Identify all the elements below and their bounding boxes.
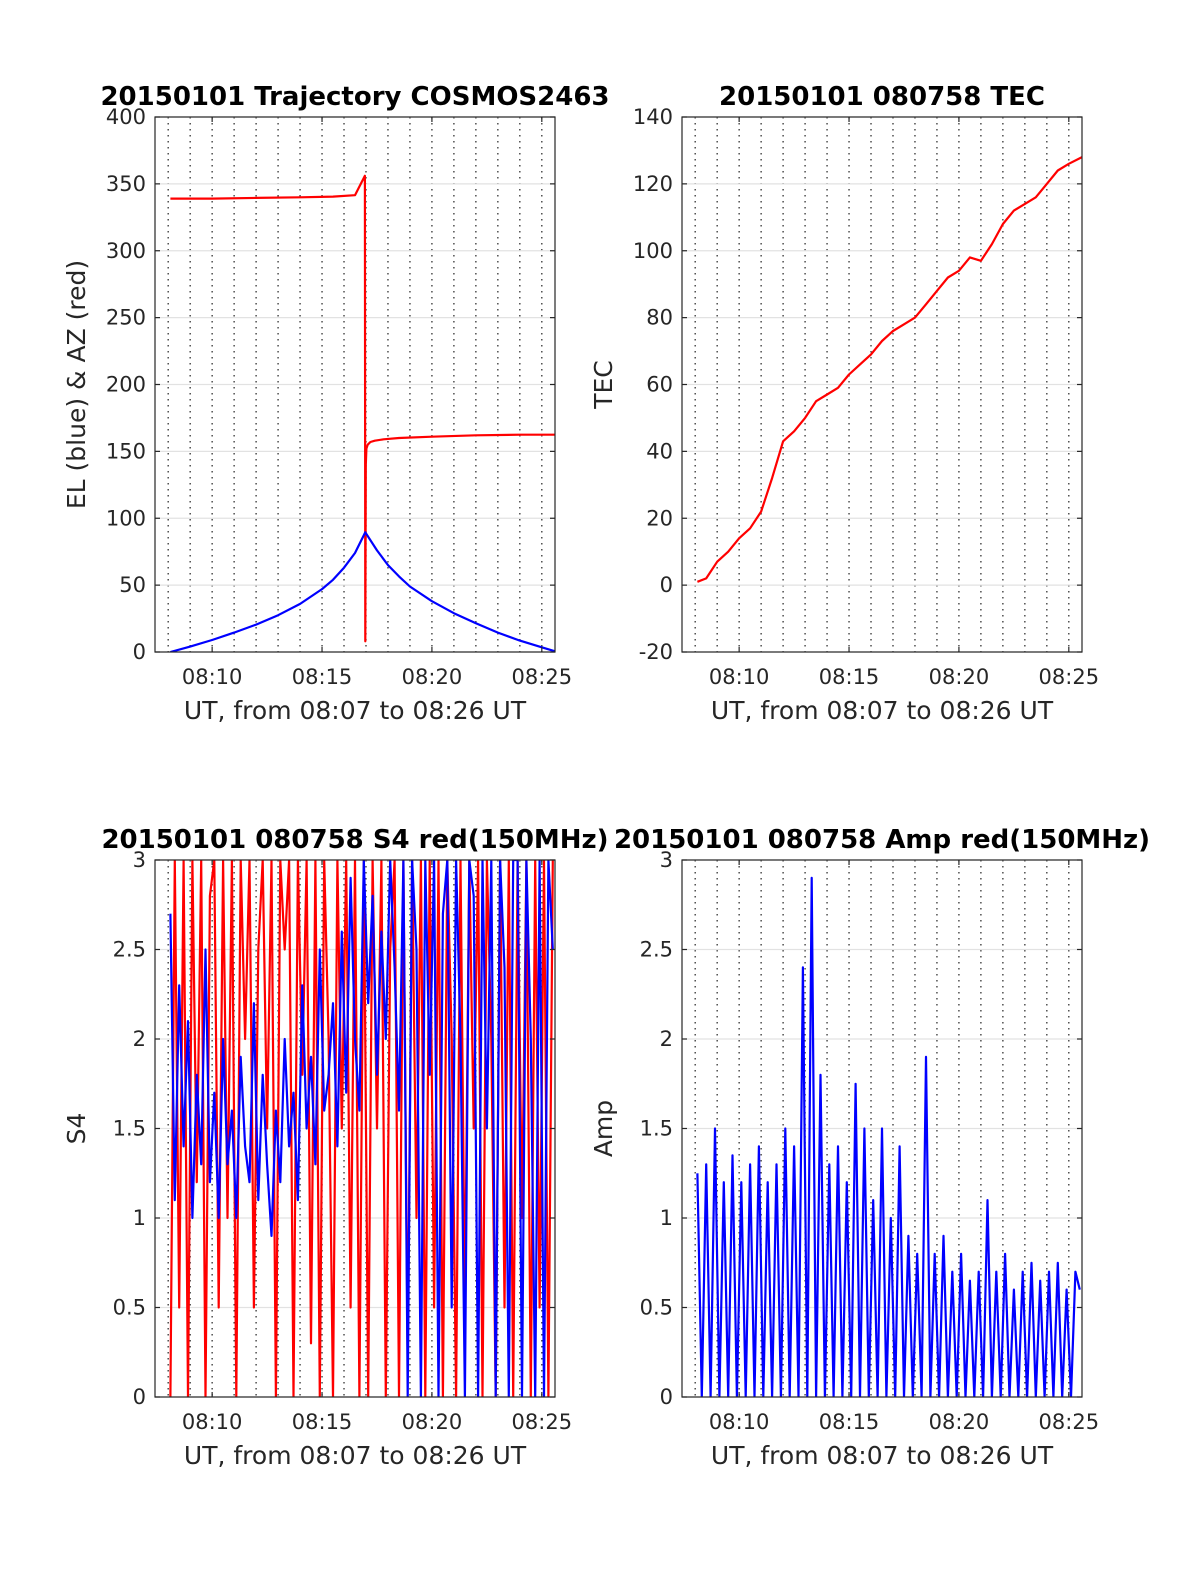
y-tick-label: 20 [646,506,673,530]
y-tick-label: 1.5 [640,1117,673,1141]
series-group [170,174,555,652]
x-tick-label: 08:20 [402,665,463,689]
y-tick-label: 2.5 [113,938,146,962]
chart-title: 20150101 080758 TEC [719,82,1045,112]
x-tick-label: 08:10 [709,665,770,689]
tick-labels: 08:10 08:15 08:20 08:25 0 0.5 1 1.5 2 2.5 3 [640,848,1099,1434]
y-tick-label: 400 [106,105,146,129]
y-tick-label: 140 [633,105,673,129]
y-tick-label: 1.5 [113,1117,146,1141]
x-tick-label: 08:10 [182,1410,243,1434]
y-tick-label: 2 [133,1027,146,1051]
y-tick-label: 0 [660,1385,673,1409]
y-tick-label: -20 [639,640,673,664]
y-tick-label: 120 [633,172,673,196]
x-axis-label: UT, from 08:07 to 08:26 UT [711,696,1054,725]
series-group [696,876,1081,1397]
tick-labels: 08:10 08:15 08:20 08:25 -20 0 20 40 60 80 100 120 14… [633,105,1099,689]
series-line-2 [170,531,555,652]
x-axis-label: UT, from 08:07 to 08:26 UT [184,1441,527,1470]
s4-chart: 08:10 08:15 08:20 08:25 0 0.5 1 1.5 2 2.5 3 201501… [62,825,609,1470]
chart-title: 20150101 080758 Amp red(150MHz) [614,825,1150,855]
series-line-1 [697,156,1082,583]
y-tick-label: 3 [133,848,146,872]
series-line-1 [696,876,1081,1397]
y-tick-label: 1 [660,1206,673,1230]
y-axis-label: EL (blue) & AZ (red) [62,260,91,509]
y-tick-label: 0 [133,640,146,664]
x-tick-label: 08:20 [929,665,990,689]
y-axis-label: Amp [589,1100,618,1157]
x-axis-label: UT, from 08:07 to 08:26 UT [184,696,527,725]
y-tick-label: 60 [646,373,673,397]
y-tick-label: 40 [646,439,673,463]
x-tick-label: 08:15 [819,1410,880,1434]
tick-labels: 08:10 08:15 08:20 08:25 0 50 100 150 200 250 300 35… [106,105,572,689]
amp-chart: 08:10 08:15 08:20 08:25 0 0.5 1 1.5 2 2.5 3 201501… [589,825,1150,1470]
y-tick-label: 100 [106,506,146,530]
y-tick-label: 250 [106,306,146,330]
y-tick-label: 0.5 [640,1296,673,1320]
y-tick-label: 3 [660,848,673,872]
y-tick-label: 150 [106,439,146,463]
series-group [169,860,554,1397]
y-tick-label: 350 [106,172,146,196]
series-line-1 [170,174,555,643]
chart-title: 20150101 080758 S4 red(150MHz) [101,825,608,855]
tick-labels: 08:10 08:15 08:20 08:25 0 0.5 1 1.5 2 2.5 3 [113,848,572,1434]
x-tick-label: 08:25 [1039,665,1100,689]
y-tick-label: 0 [660,573,673,597]
chart-title: 20150101 Trajectory COSMOS2463 [100,82,609,112]
y-tick-label: 200 [106,373,146,397]
x-tick-label: 08:25 [512,1410,573,1434]
y-tick-label: 0.5 [113,1296,146,1320]
x-tick-label: 08:25 [512,665,573,689]
series-group [697,156,1082,583]
y-tick-label: 80 [646,306,673,330]
x-tick-label: 08:10 [182,665,243,689]
x-tick-label: 08:25 [1039,1410,1100,1434]
y-tick-label: 300 [106,239,146,263]
y-axis-label: S4 [62,1113,91,1145]
x-axis-label: UT, from 08:07 to 08:26 UT [711,1441,1054,1470]
x-tick-label: 08:20 [402,1410,463,1434]
y-tick-label: 0 [133,1385,146,1409]
y-tick-label: 1 [133,1206,146,1230]
series-line-2 [169,860,554,1397]
y-tick-label: 100 [633,239,673,263]
x-tick-label: 08:15 [819,665,880,689]
y-axis-label: TEC [589,360,618,410]
y-tick-label: 2.5 [640,938,673,962]
tec-chart: 08:10 08:15 08:20 08:25 -20 0 20 40 60 80 100 120 14… [589,82,1099,725]
trajectory-chart: 08:10 08:15 08:20 08:25 0 50 100 150 200 250 300 35… [62,82,610,725]
y-tick-label: 2 [660,1027,673,1051]
x-tick-label: 08:15 [292,665,353,689]
x-tick-label: 08:15 [292,1410,353,1434]
y-tick-label: 50 [119,573,146,597]
x-tick-label: 08:10 [709,1410,770,1434]
x-tick-label: 08:20 [929,1410,990,1434]
